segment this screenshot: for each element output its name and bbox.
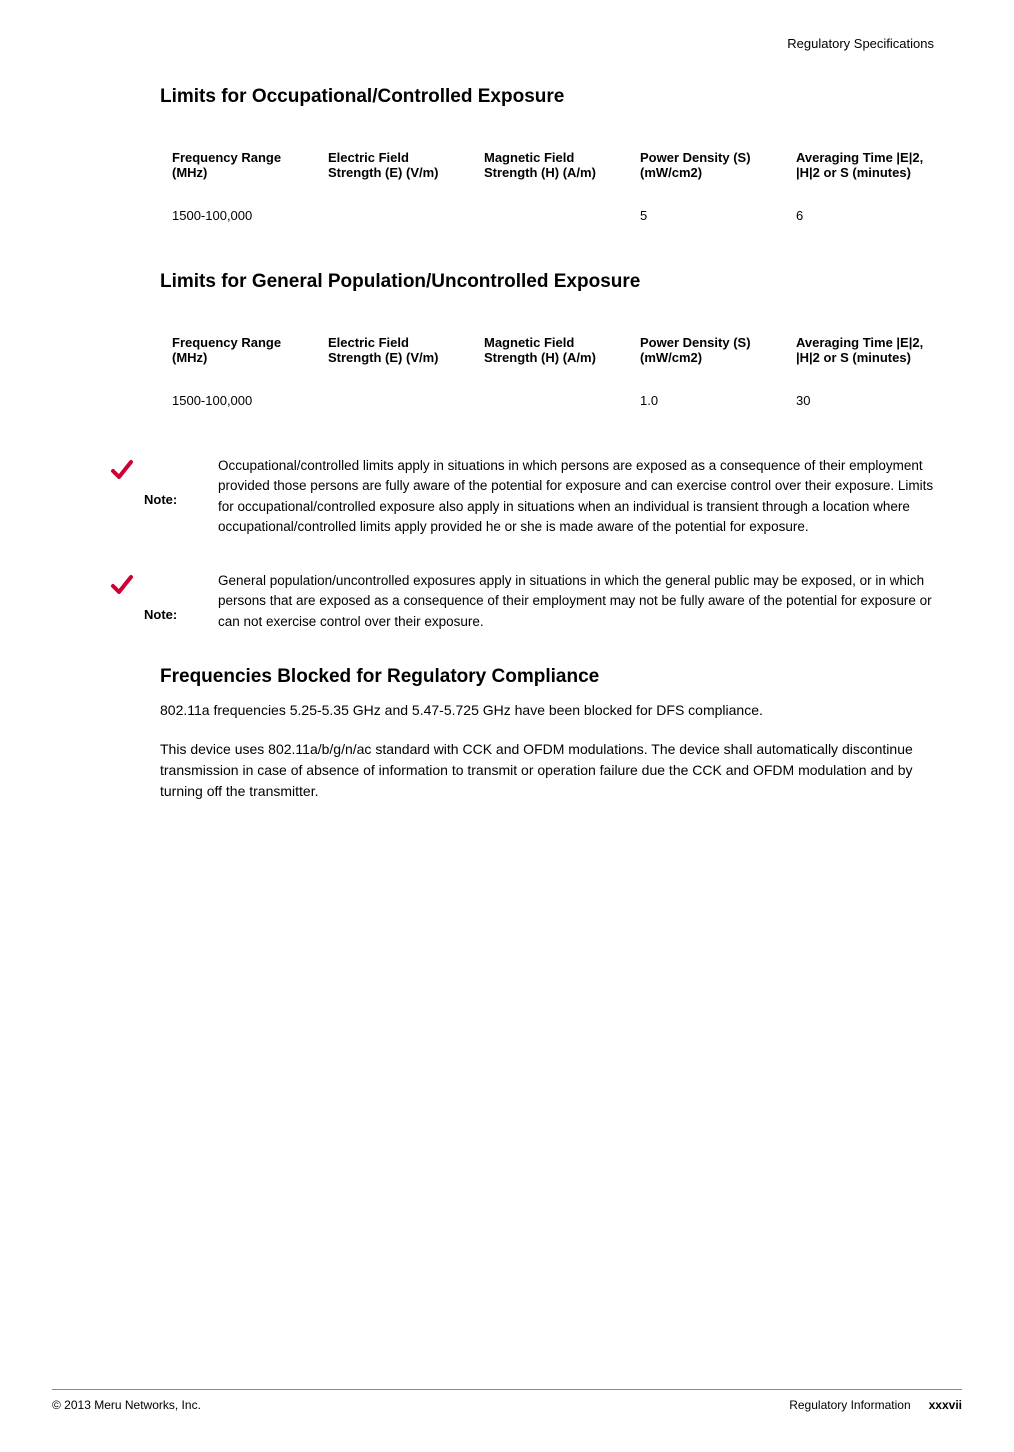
col-magnetic-field: Magnetic Field Strength (H) (A/m): [472, 321, 628, 379]
col-electric-field: Electric Field Strength (E) (V/m): [316, 321, 472, 379]
col-averaging-time: Averaging Time |E|2, |H|2 or S (minutes): [784, 136, 940, 194]
note-label: Note:: [138, 571, 218, 622]
footer-right: Regulatory Information xxxvii: [789, 1398, 962, 1412]
cell-power: 5: [628, 194, 784, 237]
cell-magnetic: [472, 194, 628, 237]
col-magnetic-field: Magnetic Field Strength (H) (A/m): [472, 136, 628, 194]
note-label: Note:: [138, 456, 218, 507]
general-limits-table: Frequency Range (MHz) Electric Field Str…: [160, 321, 940, 422]
section2-heading: Limits for General Population/Uncontroll…: [160, 271, 940, 293]
col-electric-field: Electric Field Strength (E) (V/m): [316, 136, 472, 194]
cell-electric: [316, 379, 472, 422]
note-block-1: Note: Occupational/controlled limits app…: [110, 456, 940, 537]
section1-heading: Limits for Occupational/Controlled Expos…: [160, 86, 940, 108]
cell-electric: [316, 194, 472, 237]
col-frequency: Frequency Range (MHz): [160, 321, 316, 379]
cell-time: 6: [784, 194, 940, 237]
note-text: General population/uncontrolled exposure…: [218, 571, 940, 632]
cell-frequency: 1500-100,000: [160, 379, 316, 422]
col-power-density: Power Density (S) (mW/cm2): [628, 321, 784, 379]
body-paragraph-2: This device uses 802.11a/b/g/n/ac standa…: [160, 739, 940, 802]
cell-time: 30: [784, 379, 940, 422]
footer-section-label: Regulatory Information: [789, 1398, 910, 1412]
body-paragraph-1: 802.11a frequencies 5.25-5.35 GHz and 5.…: [160, 700, 940, 721]
col-frequency: Frequency Range (MHz): [160, 136, 316, 194]
section3-heading: Frequencies Blocked for Regulatory Compl…: [160, 666, 940, 688]
table-row: 1500-100,000 5 6: [160, 194, 940, 237]
note-text: Occupational/controlled limits apply in …: [218, 456, 940, 537]
footer-copyright: © 2013 Meru Networks, Inc.: [52, 1398, 201, 1412]
cell-frequency: 1500-100,000: [160, 194, 316, 237]
table-header-row: Frequency Range (MHz) Electric Field Str…: [160, 136, 940, 194]
note-block-2: Note: General population/uncontrolled ex…: [110, 571, 940, 632]
checkmark-icon: [110, 458, 138, 487]
checkmark-icon: [110, 573, 138, 602]
col-power-density: Power Density (S) (mW/cm2): [628, 136, 784, 194]
cell-magnetic: [472, 379, 628, 422]
main-content: Limits for Occupational/Controlled Expos…: [160, 86, 940, 820]
occupational-limits-table: Frequency Range (MHz) Electric Field Str…: [160, 136, 940, 237]
page-number: xxxvii: [929, 1398, 962, 1412]
page-footer: © 2013 Meru Networks, Inc. Regulatory In…: [52, 1389, 962, 1412]
col-averaging-time: Averaging Time |E|2, |H|2 or S (minutes): [784, 321, 940, 379]
table-row: 1500-100,000 1.0 30: [160, 379, 940, 422]
cell-power: 1.0: [628, 379, 784, 422]
table-header-row: Frequency Range (MHz) Electric Field Str…: [160, 321, 940, 379]
header-section-label: Regulatory Specifications: [787, 36, 934, 51]
